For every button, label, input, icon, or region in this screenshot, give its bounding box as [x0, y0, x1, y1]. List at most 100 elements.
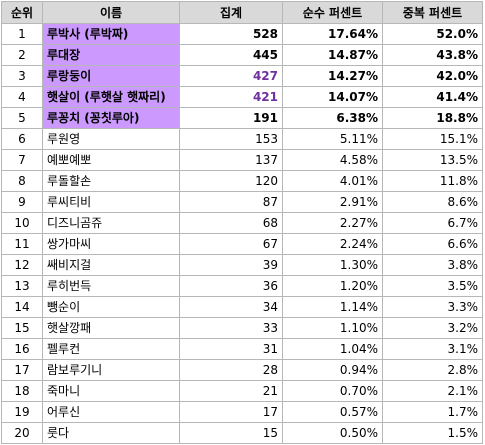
- table-row: 16 펠루컨 31 1.04% 3.1%: [1, 338, 483, 360]
- name-cell: 쌔비지걸: [42, 254, 180, 276]
- name-cell: 람보루기니: [42, 359, 180, 381]
- dup-percent-cell: 2.1%: [382, 380, 483, 402]
- table-row: 17 람보루기니 28 0.94% 2.8%: [1, 359, 483, 381]
- net-percent-cell: 14.07%: [282, 86, 383, 108]
- rank-cell: 1: [1, 23, 43, 45]
- net-percent-cell: 0.70%: [282, 380, 383, 402]
- name-cell: 루박사 (루박짜): [42, 23, 180, 45]
- name-cell: 룻다: [42, 422, 180, 444]
- net-percent-cell: 2.27%: [282, 212, 383, 234]
- name-cell: 루원영: [42, 128, 180, 150]
- net-percent-cell: 0.50%: [282, 422, 383, 444]
- header-net-percent: 순수 퍼센트: [282, 1, 383, 24]
- name-cell: 어루신: [42, 401, 180, 423]
- rank-cell: 7: [1, 149, 43, 171]
- table-row: 18 죽마니 21 0.70% 2.1%: [1, 380, 483, 402]
- header-rank: 순위: [1, 1, 43, 24]
- rank-cell: 15: [1, 317, 43, 339]
- dup-percent-cell: 52.0%: [382, 23, 483, 45]
- count-cell: 120: [179, 170, 283, 192]
- count-cell: 445: [179, 44, 283, 66]
- dup-percent-cell: 11.8%: [382, 170, 483, 192]
- dup-percent-cell: 1.7%: [382, 401, 483, 423]
- name-cell: 루돌할손: [42, 170, 180, 192]
- dup-percent-cell: 6.6%: [382, 233, 483, 255]
- net-percent-cell: 4.58%: [282, 149, 383, 171]
- rank-cell: 14: [1, 296, 43, 318]
- net-percent-cell: 14.27%: [282, 65, 383, 87]
- rank-cell: 10: [1, 212, 43, 234]
- table-row: 20 룻다 15 0.50% 1.5%: [1, 422, 483, 444]
- net-percent-cell: 4.01%: [282, 170, 383, 192]
- table-row: 1 루박사 (루박짜) 528 17.64% 52.0%: [1, 23, 483, 45]
- rank-cell: 3: [1, 65, 43, 87]
- name-cell: 루씨티비: [42, 191, 180, 213]
- dup-percent-cell: 13.5%: [382, 149, 483, 171]
- rank-cell: 11: [1, 233, 43, 255]
- dup-percent-cell: 3.1%: [382, 338, 483, 360]
- count-cell: 191: [179, 107, 283, 129]
- dup-percent-cell: 41.4%: [382, 86, 483, 108]
- dup-percent-cell: 15.1%: [382, 128, 483, 150]
- dup-percent-cell: 42.0%: [382, 65, 483, 87]
- table-row: 10 디즈니곰쥬 68 2.27% 6.7%: [1, 212, 483, 234]
- table-row: 5 루꽁치 (꽁칫루아) 191 6.38% 18.8%: [1, 107, 483, 129]
- count-cell: 36: [179, 275, 283, 297]
- rank-cell: 5: [1, 107, 43, 129]
- header-row: 순위 이름 집계 순수 퍼센트 중복 퍼센트: [1, 1, 483, 24]
- net-percent-cell: 0.94%: [282, 359, 383, 381]
- table-row: 2 루대장 445 14.87% 43.8%: [1, 44, 483, 66]
- table-row: 8 루돌할손 120 4.01% 11.8%: [1, 170, 483, 192]
- rank-cell: 2: [1, 44, 43, 66]
- net-percent-cell: 6.38%: [282, 107, 383, 129]
- net-percent-cell: 5.11%: [282, 128, 383, 150]
- count-cell: 421: [179, 86, 283, 108]
- name-cell: 죽마니: [42, 380, 180, 402]
- rank-cell: 18: [1, 380, 43, 402]
- table-row: 7 예뽀예뽀 137 4.58% 13.5%: [1, 149, 483, 171]
- net-percent-cell: 2.24%: [282, 233, 383, 255]
- count-cell: 21: [179, 380, 283, 402]
- count-cell: 528: [179, 23, 283, 45]
- rank-cell: 9: [1, 191, 43, 213]
- name-cell: 펠루컨: [42, 338, 180, 360]
- name-cell: 햇살깡패: [42, 317, 180, 339]
- net-percent-cell: 1.04%: [282, 338, 383, 360]
- rank-cell: 12: [1, 254, 43, 276]
- dup-percent-cell: 18.8%: [382, 107, 483, 129]
- count-cell: 39: [179, 254, 283, 276]
- name-cell: 루히번득: [42, 275, 180, 297]
- table-row: 12 쌔비지걸 39 1.30% 3.8%: [1, 254, 483, 276]
- net-percent-cell: 0.57%: [282, 401, 383, 423]
- name-cell: 루랑둥이: [42, 65, 180, 87]
- count-cell: 33: [179, 317, 283, 339]
- name-cell: 예뽀예뽀: [42, 149, 180, 171]
- count-cell: 68: [179, 212, 283, 234]
- dup-percent-cell: 2.8%: [382, 359, 483, 381]
- table-row: 9 루씨티비 87 2.91% 8.6%: [1, 191, 483, 213]
- name-cell: 뺑순이: [42, 296, 180, 318]
- count-cell: 137: [179, 149, 283, 171]
- dup-percent-cell: 3.2%: [382, 317, 483, 339]
- dup-percent-cell: 43.8%: [382, 44, 483, 66]
- rank-cell: 17: [1, 359, 43, 381]
- count-cell: 67: [179, 233, 283, 255]
- name-cell: 쌍가마씨: [42, 233, 180, 255]
- header-name: 이름: [42, 1, 180, 24]
- name-cell: 디즈니곰쥬: [42, 212, 180, 234]
- table-row: 19 어루신 17 0.57% 1.7%: [1, 401, 483, 423]
- net-percent-cell: 1.30%: [282, 254, 383, 276]
- table-row: 15 햇살깡패 33 1.10% 3.2%: [1, 317, 483, 339]
- rank-cell: 13: [1, 275, 43, 297]
- rank-cell: 8: [1, 170, 43, 192]
- rank-cell: 6: [1, 128, 43, 150]
- table-row: 14 뺑순이 34 1.14% 3.3%: [1, 296, 483, 318]
- dup-percent-cell: 3.3%: [382, 296, 483, 318]
- net-percent-cell: 17.64%: [282, 23, 383, 45]
- header-dup-percent: 중복 퍼센트: [382, 1, 483, 24]
- table-row: 4 햇살이 (루햇살 햇짜리) 421 14.07% 41.4%: [1, 86, 483, 108]
- table-row: 3 루랑둥이 427 14.27% 42.0%: [1, 65, 483, 87]
- table-row: 13 루히번득 36 1.20% 3.5%: [1, 275, 483, 297]
- net-percent-cell: 2.91%: [282, 191, 383, 213]
